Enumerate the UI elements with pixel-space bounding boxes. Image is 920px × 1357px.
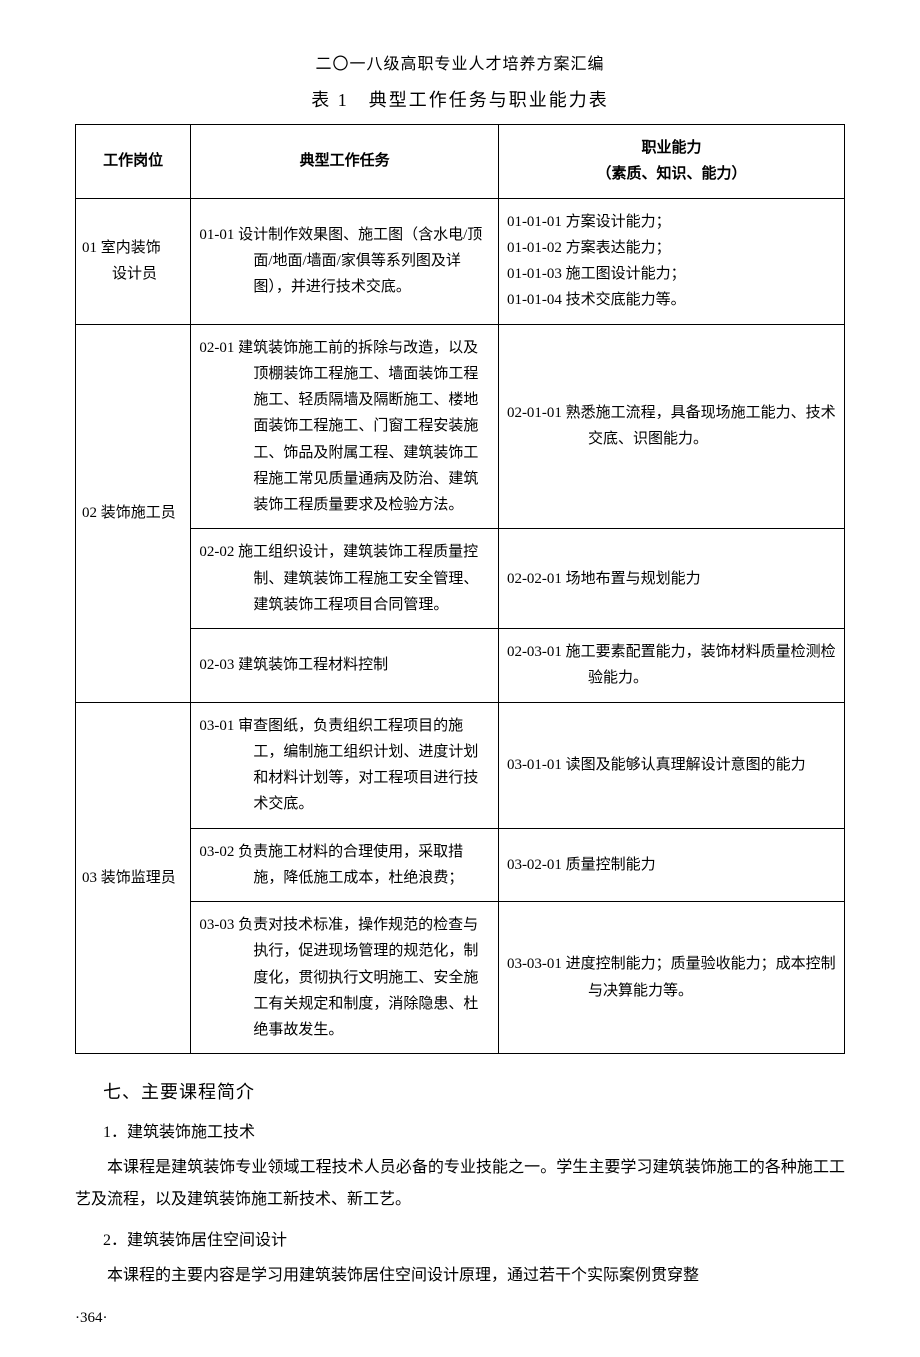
task-text: 01-01 设计制作效果图、施工图（含水电/顶面/地面/墙面/家俱等系列图及详图… <box>199 222 490 301</box>
ability-cell: 02-01-01 熟悉施工流程，具备现场施工能力、技术交底、识图能力。 <box>498 324 844 529</box>
subsection-1-title: 1．建筑装饰施工技术 <box>103 1118 845 1142</box>
task-cell: 03-01 审查图纸，负责组织工程项目的施工，编制施工组织计划、进度计划和材料计… <box>191 702 499 828</box>
page-number: ·364· <box>75 1310 845 1327</box>
task-cell: 02-03 建筑装饰工程材料控制 <box>191 629 499 703</box>
ability-text: 02-01-01 熟悉施工流程，具备现场施工能力、技术交底、识图能力。 <box>507 400 836 453</box>
table-row: 02 装饰施工员 02-01 建筑装饰施工前的拆除与改造，以及顶棚装饰工程施工、… <box>76 324 845 529</box>
task-cell: 01-01 设计制作效果图、施工图（含水电/顶面/地面/墙面/家俱等系列图及详图… <box>191 198 499 324</box>
table-row: 03 装饰监理员 03-01 审查图纸，负责组织工程项目的施工，编制施工组织计划… <box>76 702 845 828</box>
ability-cell: 03-02-01 质量控制能力 <box>498 828 844 902</box>
ability-cell: 02-03-01 施工要素配置能力，装饰材料质量检测检验能力。 <box>498 629 844 703</box>
table-caption: 表 1 典型工作任务与职业能力表 <box>75 86 845 112</box>
position-line: 设计员 <box>82 261 182 287</box>
ability-cell: 03-03-01 进度控制能力；质量验收能力；成本控制与决算能力等。 <box>498 902 844 1054</box>
ability-text: 02-02-01 场地布置与规划能力 <box>507 566 836 592</box>
task-cell: 03-03 负责对技术标准，操作规范的检查与执行，促进现场管理的规范化，制度化，… <box>191 902 499 1054</box>
subsection-1-body: 本课程是建筑装饰专业领域工程技术人员必备的专业技能之一。学生主要学习建筑装饰施工… <box>75 1152 845 1216</box>
competency-table: 工作岗位 典型工作任务 职业能力 （素质、知识、能力） 01 室内装饰 设计员 … <box>75 124 845 1054</box>
position-cell: 03 装饰监理员 <box>76 702 191 1054</box>
task-cell: 03-02 负责施工材料的合理使用，采取措施，降低施工成本，杜绝浪费； <box>191 828 499 902</box>
col-header-ability: 职业能力 （素质、知识、能力） <box>498 125 844 199</box>
ability-text: 03-01-01 读图及能够认真理解设计意图的能力 <box>507 752 836 778</box>
page-header: 二〇一八级高职专业人才培养方案汇编 <box>75 50 845 74</box>
task-text: 02-01 建筑装饰施工前的拆除与改造，以及顶棚装饰工程施工、墙面装饰工程施工、… <box>199 335 490 519</box>
position-cell: 02 装饰施工员 <box>76 324 191 702</box>
table-row: 02-03 建筑装饰工程材料控制 02-03-01 施工要素配置能力，装饰材料质… <box>76 629 845 703</box>
position-line: 01 室内装饰 <box>82 235 182 261</box>
table-row: 02-02 施工组织设计，建筑装饰工程质量控制、建筑装饰工程施工安全管理、建筑装… <box>76 529 845 629</box>
ability-cell: 01-01-01 方案设计能力； 01-01-02 方案表达能力； 01-01-… <box>498 198 844 324</box>
task-text: 03-02 负责施工材料的合理使用，采取措施，降低施工成本，杜绝浪费； <box>199 839 490 892</box>
task-cell: 02-02 施工组织设计，建筑装饰工程质量控制、建筑装饰工程施工安全管理、建筑装… <box>191 529 499 629</box>
task-text: 02-03 建筑装饰工程材料控制 <box>199 652 490 678</box>
ability-text: 03-03-01 进度控制能力；质量验收能力；成本控制与决算能力等。 <box>507 951 836 1004</box>
ability-line: 01-01-04 技术交底能力等。 <box>507 287 836 313</box>
col-header-position: 工作岗位 <box>76 125 191 199</box>
table-row: 01 室内装饰 设计员 01-01 设计制作效果图、施工图（含水电/顶面/地面/… <box>76 198 845 324</box>
task-cell: 02-01 建筑装饰施工前的拆除与改造，以及顶棚装饰工程施工、墙面装饰工程施工、… <box>191 324 499 529</box>
ability-line: 01-01-02 方案表达能力； <box>507 235 836 261</box>
table-row: 03-02 负责施工材料的合理使用，采取措施，降低施工成本，杜绝浪费； 03-0… <box>76 828 845 902</box>
subsection-2-title: 2．建筑装饰居住空间设计 <box>103 1226 845 1250</box>
ability-cell: 03-01-01 读图及能够认真理解设计意图的能力 <box>498 702 844 828</box>
table-header-row: 工作岗位 典型工作任务 职业能力 （素质、知识、能力） <box>76 125 845 199</box>
col-header-task: 典型工作任务 <box>191 125 499 199</box>
task-text: 03-01 审查图纸，负责组织工程项目的施工，编制施工组织计划、进度计划和材料计… <box>199 713 490 818</box>
subsection-2-body: 本课程的主要内容是学习用建筑装饰居住空间设计原理，通过若干个实际案例贯穿整 <box>75 1260 845 1292</box>
position-cell: 01 室内装饰 设计员 <box>76 198 191 324</box>
col-header-ability-line2: （素质、知识、能力） <box>507 161 836 187</box>
table-row: 03-03 负责对技术标准，操作规范的检查与执行，促进现场管理的规范化，制度化，… <box>76 902 845 1054</box>
col-header-ability-line1: 职业能力 <box>507 135 836 161</box>
ability-cell: 02-02-01 场地布置与规划能力 <box>498 529 844 629</box>
ability-text: 03-02-01 质量控制能力 <box>507 852 836 878</box>
ability-line: 01-01-03 施工图设计能力； <box>507 261 836 287</box>
ability-line: 01-01-01 方案设计能力； <box>507 209 836 235</box>
task-text: 02-02 施工组织设计，建筑装饰工程质量控制、建筑装饰工程施工安全管理、建筑装… <box>199 539 490 618</box>
task-text: 03-03 负责对技术标准，操作规范的检查与执行，促进现场管理的规范化，制度化，… <box>199 912 490 1043</box>
ability-text: 02-03-01 施工要素配置能力，装饰材料质量检测检验能力。 <box>507 639 836 692</box>
section-heading: 七、主要课程简介 <box>103 1078 845 1104</box>
